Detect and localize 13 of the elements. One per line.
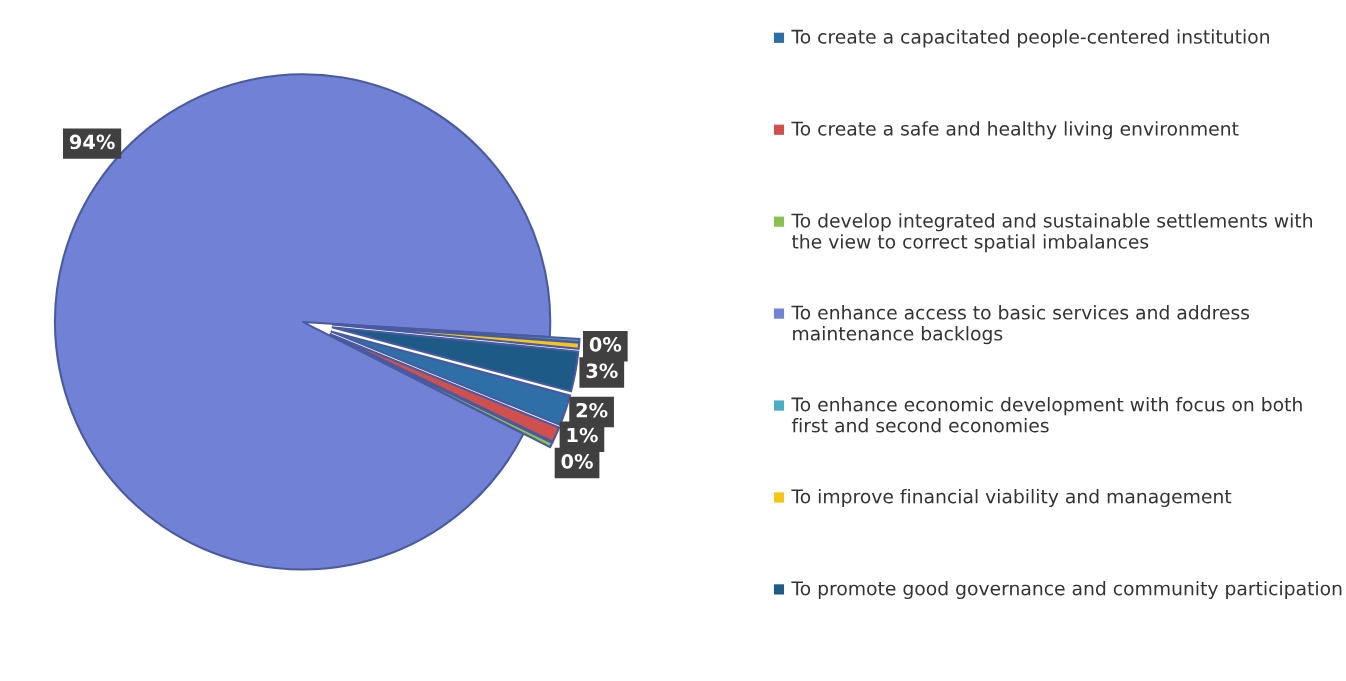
data-label: 2% [576,402,608,418]
legend-label: To enhance economic development with focus on both first and second economies [791,397,1302,433]
legend-label: To develop integrated and sustainable settlements with the view to correct spatial imbalances [791,213,1312,253]
data-label: 94% [69,134,115,150]
legend-label: To create a capacitated people-centered institution [791,29,1269,48]
data-label: 3% [586,363,618,379]
legend-label: To create a safe and healthy living environment [791,121,1239,140]
data-label: 1% [567,427,598,443]
data-label: 0% [561,454,593,469]
legend-label: To enhance access to basic services and address maintenance backlogs [791,305,1250,345]
data-label: 0% [589,337,622,352]
legend-label: To promote good governance and community participation [791,580,1342,600]
legend-label: To improve financial viability and management [791,488,1232,508]
